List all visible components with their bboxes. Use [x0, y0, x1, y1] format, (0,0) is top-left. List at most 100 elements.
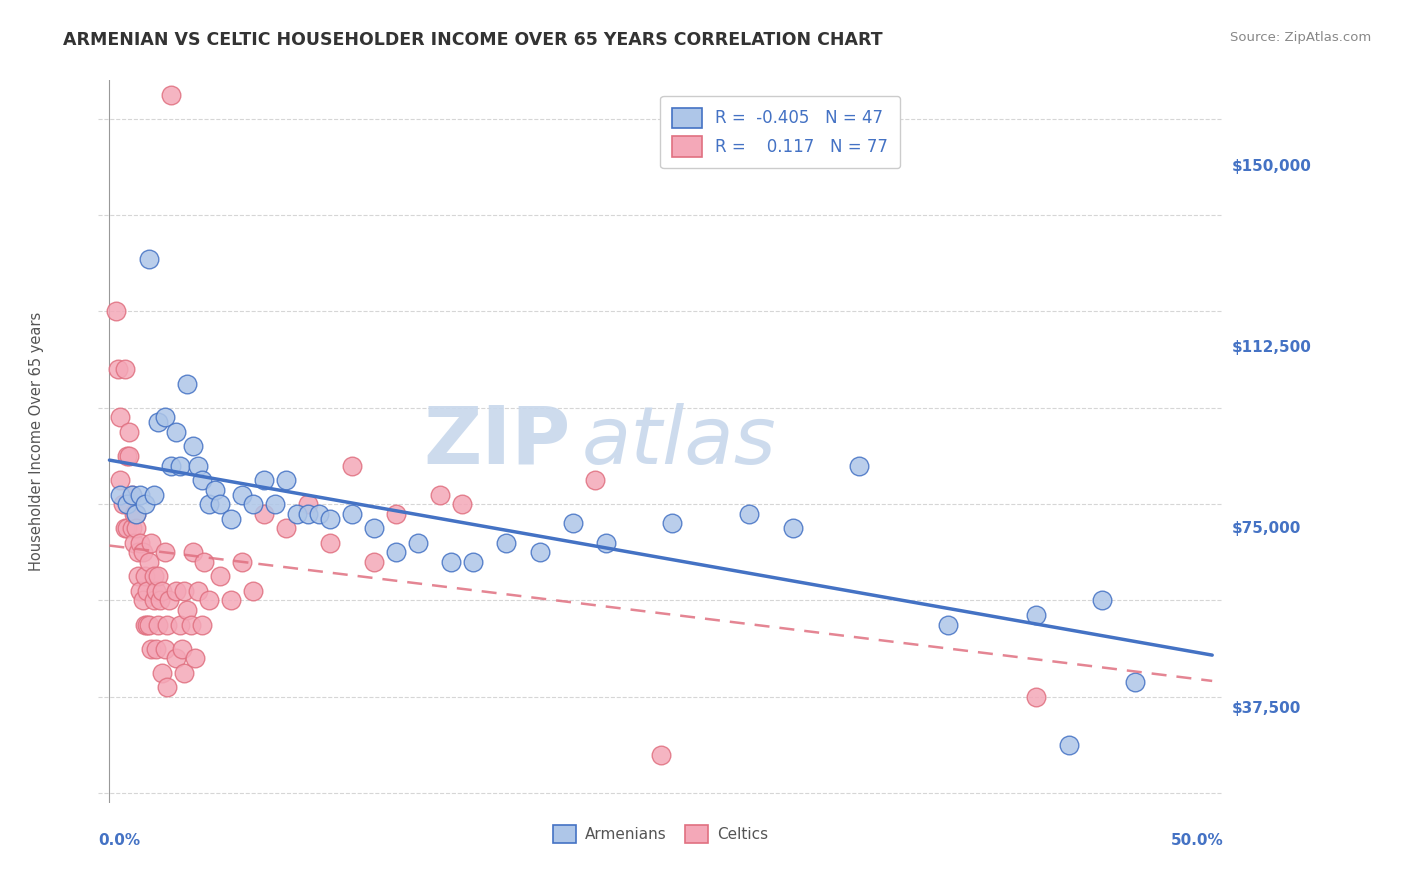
Point [111, 497, 134, 511]
Point [936, 617, 959, 632]
Point [1091, 593, 1114, 607]
Point [138, 617, 160, 632]
Point [191, 473, 214, 487]
Point [848, 458, 870, 473]
Point [181, 545, 204, 559]
Point [274, 521, 297, 535]
Point [150, 583, 173, 598]
Point [122, 507, 145, 521]
Point [118, 425, 141, 439]
Point [115, 449, 138, 463]
Point [231, 555, 253, 569]
Point [184, 651, 207, 665]
Point [146, 569, 169, 583]
Point [197, 593, 219, 607]
Point [274, 473, 297, 487]
Point [131, 593, 153, 607]
Point [385, 545, 408, 559]
Point [149, 593, 172, 607]
Point [561, 516, 583, 531]
Point [169, 458, 191, 473]
Point [107, 362, 129, 376]
Point [661, 516, 683, 531]
Point [110, 487, 132, 501]
Point [136, 583, 159, 598]
Text: atlas: atlas [582, 402, 778, 481]
Point [1025, 607, 1047, 622]
Text: $112,500: $112,500 [1232, 340, 1312, 355]
Point [1057, 738, 1080, 752]
Point [363, 555, 385, 569]
Text: $37,500: $37,500 [1232, 701, 1301, 716]
Point [176, 603, 198, 617]
Point [105, 304, 128, 318]
Point [595, 535, 617, 549]
Point [136, 617, 159, 632]
Point [129, 487, 152, 501]
Point [129, 535, 152, 549]
Point [583, 473, 606, 487]
Point [127, 569, 149, 583]
Point [115, 497, 138, 511]
Point [172, 641, 194, 656]
Point [193, 555, 215, 569]
Point [125, 507, 148, 521]
Point [110, 410, 132, 425]
Point [529, 545, 551, 559]
Point [738, 507, 761, 521]
Text: $150,000: $150,000 [1232, 160, 1312, 175]
Point [197, 497, 219, 511]
Point [406, 535, 429, 549]
Point [153, 545, 176, 559]
Point [242, 583, 264, 598]
Point [165, 425, 187, 439]
Point [463, 555, 485, 569]
Point [340, 458, 363, 473]
Point [308, 507, 330, 521]
Point [219, 593, 242, 607]
Point [115, 521, 138, 535]
Point [145, 641, 167, 656]
Text: 0.0%: 0.0% [98, 833, 141, 848]
Point [138, 555, 160, 569]
Point [782, 521, 804, 535]
Point [176, 376, 198, 391]
Point [134, 569, 156, 583]
Point [146, 415, 169, 429]
Point [181, 439, 204, 453]
Point [208, 569, 231, 583]
Text: Source: ZipAtlas.com: Source: ZipAtlas.com [1230, 31, 1371, 45]
Point [319, 511, 342, 525]
Point [134, 497, 156, 511]
Point [122, 535, 145, 549]
Point [157, 593, 180, 607]
Point [319, 535, 342, 549]
Point [231, 487, 253, 501]
Point [131, 545, 153, 559]
Text: 50.0%: 50.0% [1170, 833, 1223, 848]
Point [160, 458, 183, 473]
Legend: Armenians, Celtics: Armenians, Celtics [547, 819, 775, 849]
Point [440, 555, 463, 569]
Point [129, 583, 152, 598]
Text: ZIP: ZIP [423, 402, 571, 481]
Point [142, 593, 165, 607]
Point [114, 521, 136, 535]
Text: Householder Income Over 65 years: Householder Income Over 65 years [30, 312, 44, 571]
Point [138, 252, 160, 266]
Point [285, 507, 308, 521]
Point [495, 535, 517, 549]
Point [208, 497, 231, 511]
Point [141, 535, 163, 549]
Point [156, 680, 179, 694]
Point [204, 483, 226, 497]
Point [263, 497, 285, 511]
Point [173, 583, 195, 598]
Point [160, 87, 183, 102]
Point [451, 497, 474, 511]
Point [242, 497, 264, 511]
Point [127, 545, 149, 559]
Point [118, 449, 141, 463]
Point [169, 617, 191, 632]
Point [1123, 675, 1146, 690]
